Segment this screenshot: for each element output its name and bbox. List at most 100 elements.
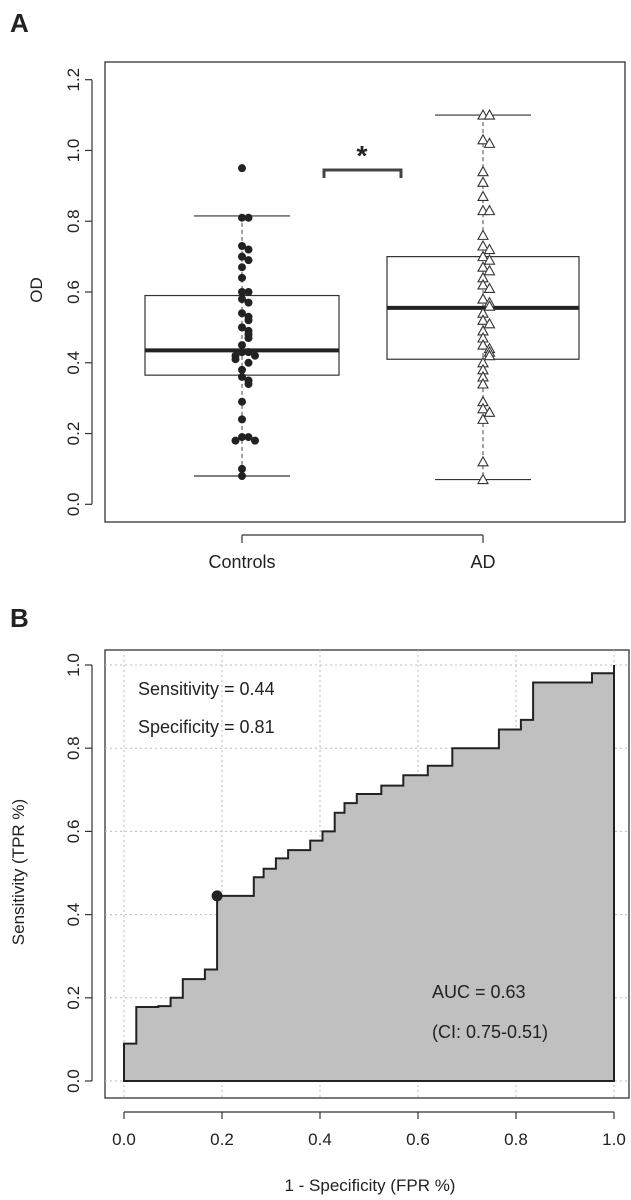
boxplot-y-axis-label: OD: [27, 277, 46, 303]
y-tick-label: 0.4: [64, 351, 83, 375]
controls-point: [238, 164, 246, 173]
controls-point: [238, 415, 246, 424]
roc-x-axis: 0.0 0.2 0.4 0.6 0.8 1.0: [112, 1111, 626, 1149]
significance-star: *: [357, 140, 368, 171]
x-tick-label: 0.4: [308, 1130, 332, 1149]
x-tick-label: 0.6: [406, 1130, 430, 1149]
controls-point: [238, 341, 246, 350]
controls-point: [244, 288, 253, 296]
y-tick-label: 0.0: [64, 1069, 83, 1093]
specificity-annotation: Specificity = 0.81: [138, 717, 275, 737]
controls-point: [238, 288, 246, 296]
controls-point: [238, 295, 246, 304]
controls-point: [238, 309, 246, 318]
ad-point: [477, 165, 489, 177]
controls-point: [238, 263, 246, 272]
controls-point: [238, 213, 246, 222]
panel-a-label: A: [10, 8, 29, 38]
ad-point: [477, 413, 489, 424]
ad-point: [477, 292, 489, 304]
controls-point: [244, 245, 253, 254]
roc-x-axis-label: 1 - Specificity (FPR %): [285, 1176, 456, 1195]
controls-point: [231, 436, 240, 445]
controls-point: [244, 316, 253, 325]
ad-point: [483, 349, 496, 361]
y-tick-label: 0.0: [64, 492, 83, 516]
ad-point: [483, 406, 496, 417]
controls-point: [244, 213, 253, 222]
controls-point: [238, 323, 246, 332]
controls-point: [244, 433, 253, 442]
ad-point: [477, 176, 489, 187]
y-tick-label: 0.6: [64, 820, 83, 844]
ad-point: [477, 455, 489, 467]
ad-point: [483, 317, 496, 329]
panel-b-label: B: [10, 603, 29, 633]
y-tick-label: 0.2: [64, 422, 83, 446]
y-tick-label: 0.2: [64, 986, 83, 1010]
ci-annotation: (CI: 0.75-0.51): [432, 1022, 548, 1042]
x-tick-label: 0.0: [112, 1130, 136, 1149]
boxplot-points: [231, 108, 496, 485]
x-tick-label: AD: [470, 552, 495, 572]
y-tick-label: 1.2: [64, 68, 83, 92]
controls-point: [238, 372, 246, 381]
controls-point: [238, 433, 246, 442]
ad-point: [477, 261, 489, 272]
x-tick-label: Controls: [208, 552, 275, 572]
roc-y-axis-label: Sensitivity (TPR %): [9, 799, 28, 945]
controls-point: [251, 436, 259, 445]
roc-y-axis: 0.0 0.2 0.4 0.6 0.8 1.0: [64, 653, 93, 1093]
y-tick-label: 0.6: [64, 280, 83, 304]
x-tick-label: 1.0: [602, 1130, 626, 1149]
significance-bracket: *: [322, 140, 403, 178]
boxplot-y-axis: 0.0 0.2 0.4 0.6 0.8 1.0 1.2: [64, 68, 93, 516]
significance-bracket-line: [322, 168, 403, 178]
operating-point-marker: [211, 890, 223, 902]
ad-point: [477, 239, 489, 251]
controls-point: [251, 351, 259, 360]
controls-point: [238, 242, 246, 250]
ad-point: [477, 338, 489, 350]
y-tick-label: 0.8: [64, 736, 83, 760]
ad-point: [483, 204, 496, 216]
controls-point: [231, 355, 240, 364]
ad-point: [483, 300, 496, 311]
auc-annotation: AUC = 0.63: [432, 982, 526, 1002]
ad-point: [477, 250, 489, 262]
controls-point: [238, 365, 246, 374]
ad-point: [477, 278, 489, 290]
x-tick-label: 0.8: [504, 1130, 528, 1149]
roc-curve-area: [123, 665, 615, 1082]
ad-point: [477, 377, 489, 389]
y-tick-label: 1.0: [64, 653, 83, 677]
ad-point: [477, 473, 489, 485]
ad-point: [483, 264, 496, 276]
y-tick-label: 0.8: [64, 209, 83, 233]
ad-point: [477, 402, 489, 414]
ad-point: [477, 229, 489, 240]
boxplot-panel: 0.0 0.2 0.4 0.6 0.8 1.0 1.2 OD Controls AD *: [27, 61, 626, 572]
ad-point: [483, 254, 496, 265]
controls-point: [244, 256, 253, 265]
ad-point: [477, 190, 489, 202]
boxplot-x-axis: Controls AD: [208, 534, 496, 572]
controls-point: [244, 348, 253, 357]
ad-point: [483, 282, 496, 294]
sensitivity-annotation: Sensitivity = 0.44: [138, 679, 275, 699]
y-tick-label: 0.4: [64, 903, 83, 927]
controls-point: [244, 380, 253, 388]
boxplot-frame: [104, 61, 626, 523]
y-tick-label: 1.0: [64, 139, 83, 163]
controls-point: [244, 334, 253, 342]
roc-frame: [104, 649, 630, 1099]
controls-point: [244, 298, 253, 307]
ad-point: [477, 133, 489, 145]
controls-point: [244, 358, 253, 367]
ad-point: [483, 243, 496, 255]
controls-point: [238, 273, 246, 282]
controls-point: [238, 397, 246, 406]
ad-point: [483, 108, 496, 120]
ad-point: [477, 314, 489, 325]
